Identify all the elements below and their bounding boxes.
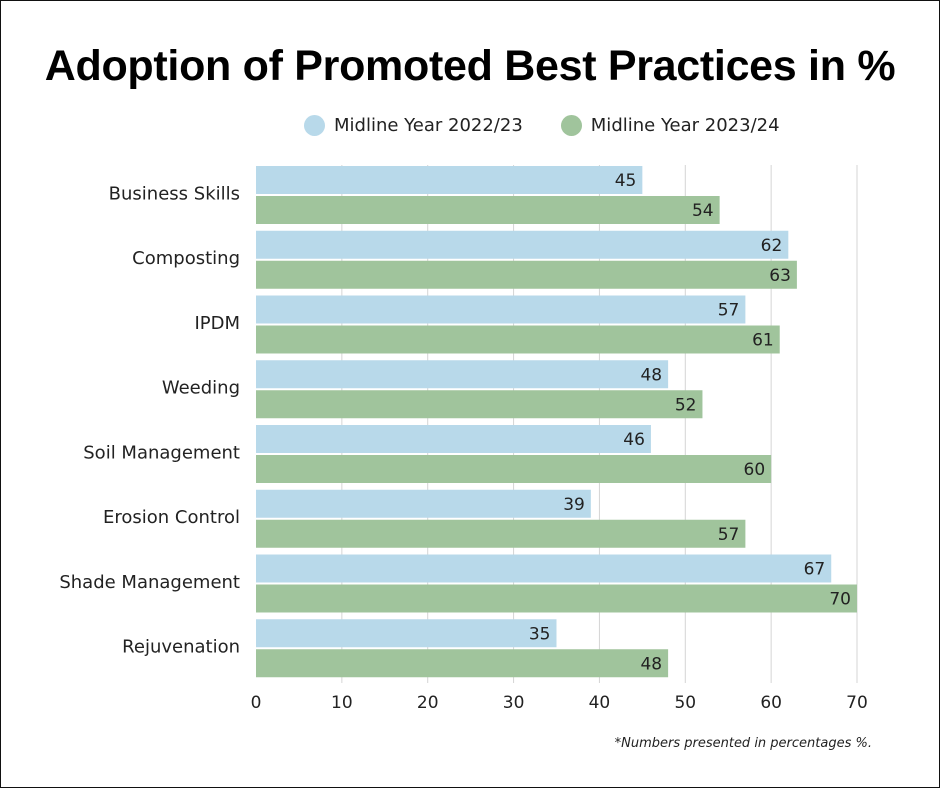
bar-series-1	[256, 230, 789, 259]
data-label: 45	[615, 171, 637, 191]
legend-item-series-2: Midline Year 2023/24	[560, 115, 780, 136]
data-label: 35	[529, 624, 551, 644]
bar-series-2	[256, 519, 746, 548]
bar-series-1	[256, 425, 651, 453]
data-label: 48	[640, 654, 662, 674]
data-label: 57	[718, 301, 740, 321]
legend-item-series-1: Midline Year 2022/23	[304, 115, 523, 136]
category-label: Composting	[132, 248, 240, 269]
bar-series-1	[256, 619, 557, 648]
legend-swatch-series-1	[304, 115, 325, 136]
bar-series-1	[256, 554, 832, 583]
data-label: 67	[804, 560, 826, 580]
x-tick-label: 50	[674, 693, 696, 713]
data-label: 63	[769, 266, 791, 286]
legend: Midline Year 2022/23 Midline Year 2023/2…	[304, 115, 818, 136]
bar-series-2	[256, 390, 703, 419]
x-tick-label: 20	[417, 693, 439, 713]
x-tick-label: 40	[589, 693, 611, 713]
chart-title: Adoption of Promoted Best Practices in %	[44, 42, 896, 90]
legend-swatch-series-2	[560, 115, 582, 136]
category-label: Erosion Control	[103, 507, 240, 528]
category-label: Weeding	[162, 378, 240, 399]
bar-series-2	[256, 260, 797, 289]
data-label: 46	[623, 430, 645, 450]
data-label: 62	[761, 236, 783, 256]
category-label: Business Skills	[109, 183, 240, 204]
data-label: 57	[718, 525, 740, 545]
legend-label-series-1: Midline Year 2022/23	[334, 115, 523, 136]
data-label: 48	[640, 365, 662, 385]
legend-label-series-2: Midline Year 2023/24	[590, 115, 780, 136]
bar-series-2	[256, 196, 720, 224]
data-label: 60	[744, 460, 766, 480]
data-label: 61	[752, 331, 774, 351]
category-label: Soil Management	[83, 442, 240, 463]
data-label: 54	[692, 201, 714, 221]
category-label: Shade Management	[59, 572, 240, 593]
bar-series-2	[256, 325, 780, 354]
data-label: 39	[563, 495, 585, 515]
bar-series-2	[256, 584, 857, 613]
x-tick-label: 10	[331, 693, 353, 713]
category-label: Rejuvenation	[122, 637, 240, 658]
bar-series-1	[256, 360, 669, 389]
x-tick-label: 0	[251, 693, 262, 713]
bar-series-1	[256, 295, 746, 324]
footnote: *Numbers presented in percentages %.	[614, 736, 872, 751]
category-label: IPDM	[194, 313, 240, 334]
bar-series-1	[256, 166, 643, 194]
x-tick-label: 70	[846, 693, 868, 713]
data-label: 70	[829, 590, 851, 610]
data-label: 52	[675, 395, 697, 415]
bar-series-2	[256, 649, 669, 678]
x-tick-label: 60	[760, 693, 782, 713]
bar-series-2	[256, 455, 772, 483]
bar-series-1	[256, 489, 591, 518]
x-tick-label: 30	[503, 693, 525, 713]
